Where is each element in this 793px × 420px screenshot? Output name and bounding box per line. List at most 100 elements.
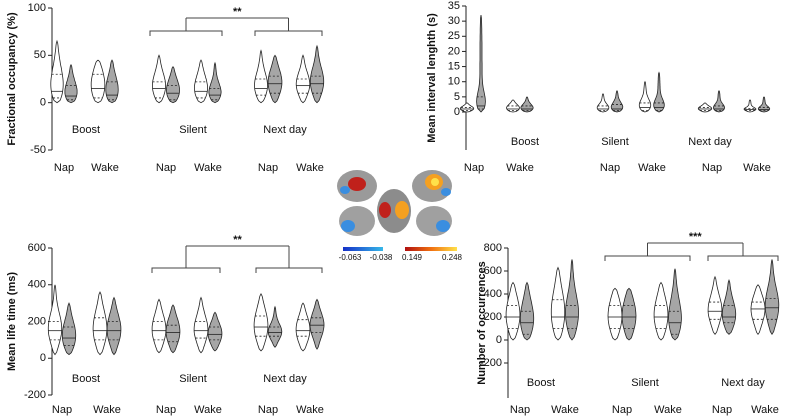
- violin: [610, 90, 624, 113]
- significance-bracket: [149, 18, 223, 36]
- violin: [295, 302, 311, 352]
- brain-render: [337, 170, 452, 236]
- colorbar-negative: [343, 247, 383, 251]
- y-tick-label: 30: [448, 15, 460, 27]
- violin: [459, 102, 475, 113]
- violin: [64, 63, 78, 104]
- significance-bracket: [254, 18, 323, 36]
- x-tick-label: Wake: [743, 162, 771, 174]
- y-tick-label: 800: [484, 242, 502, 254]
- violin: [61, 302, 77, 356]
- violin: [721, 279, 737, 335]
- y-tick-label: 5: [454, 91, 460, 103]
- x-tick-label: Nap: [702, 162, 722, 174]
- y-tick-label: 10: [448, 76, 460, 88]
- group-label: Silent: [601, 136, 629, 148]
- violin: [653, 281, 669, 341]
- x-tick-label: Wake: [506, 162, 534, 174]
- violin: [707, 275, 723, 335]
- x-tick-label: Wake: [751, 404, 779, 416]
- y-tick-label: 200: [484, 311, 502, 323]
- violin: [668, 268, 682, 341]
- violin: [50, 39, 64, 104]
- y-tick-label: 400: [484, 288, 502, 300]
- significance-bracket: [604, 243, 691, 261]
- x-tick-label: Nap: [712, 404, 732, 416]
- x-tick-label: Wake: [654, 404, 682, 416]
- x-tick-label: Nap: [52, 404, 72, 416]
- violin: [697, 102, 713, 113]
- y-tick-label: 15: [448, 60, 460, 72]
- violin: [166, 65, 180, 104]
- x-tick-label: Wake: [296, 162, 324, 174]
- colorbar-label: 0.149: [402, 253, 423, 262]
- x-tick-label: Wake: [638, 162, 666, 174]
- y-tick-label: 600: [484, 265, 502, 277]
- x-tick-label: Wake: [93, 404, 121, 416]
- violin: [309, 44, 325, 104]
- x-tick-label: Wake: [194, 162, 222, 174]
- y-tick-label: -200: [480, 357, 502, 369]
- group-label: Silent: [179, 373, 207, 385]
- violin: [90, 59, 106, 104]
- violin: [565, 259, 579, 341]
- y-tick-label: -200: [24, 389, 46, 401]
- violin: [208, 61, 222, 104]
- group-label: Boost: [72, 373, 100, 385]
- y-tick-label: 0: [40, 352, 46, 364]
- y-tick-label: 400: [28, 279, 46, 291]
- significance-bracket: [255, 246, 323, 273]
- violin: [267, 54, 283, 104]
- group-label: Next day: [263, 373, 307, 385]
- x-tick-label: Nap: [510, 404, 530, 416]
- y-tick-label: 200: [28, 315, 46, 327]
- violin: [151, 298, 167, 354]
- colorbar-positive: [405, 247, 457, 251]
- x-tick-label: Nap: [258, 162, 278, 174]
- x-tick-label: Nap: [258, 404, 278, 416]
- x-tick-label: Wake: [194, 404, 222, 416]
- group-label: Next day: [688, 136, 732, 148]
- violin: [253, 293, 269, 352]
- group-label: Boost: [527, 377, 555, 389]
- violin: [520, 96, 534, 113]
- y-tick-label: 0: [40, 97, 46, 109]
- significance-bracket: [151, 246, 221, 273]
- violin: [106, 296, 122, 356]
- colorbar-label: 0.248: [442, 253, 463, 262]
- group-label: Silent: [631, 377, 659, 389]
- colorbar-label: -0.038: [370, 253, 393, 262]
- y-tick-label: 600: [28, 242, 46, 254]
- y-tick-label: 50: [34, 49, 46, 61]
- x-tick-label: Wake: [91, 162, 119, 174]
- violin: [193, 296, 209, 354]
- violin: [92, 291, 108, 356]
- significance-label: ***: [689, 231, 703, 243]
- group-label: Boost: [72, 124, 100, 136]
- y-axis-label: Number of occurrences: [476, 261, 488, 384]
- group-label: Next day: [263, 124, 307, 136]
- y-tick-label: 0: [454, 106, 460, 118]
- violin: [550, 266, 566, 341]
- y-axis-label: Fractional occupancy (%): [6, 12, 18, 146]
- y-tick-label: 25: [448, 30, 460, 42]
- violin: [712, 90, 726, 113]
- x-tick-label: Nap: [156, 162, 176, 174]
- violin: [47, 284, 63, 356]
- x-tick-label: Wake: [296, 404, 324, 416]
- violin: [476, 15, 486, 113]
- group-label: Silent: [179, 124, 207, 136]
- violin: [653, 71, 665, 113]
- y-tick-label: 0: [496, 334, 502, 346]
- violin: [638, 80, 652, 113]
- y-tick-label: 100: [28, 2, 46, 14]
- x-tick-label: Nap: [612, 404, 632, 416]
- violin: [254, 49, 268, 104]
- x-tick-label: Nap: [54, 162, 74, 174]
- violin: [152, 54, 166, 104]
- y-axis-label: Mean life time (ms): [6, 272, 18, 371]
- violin: [607, 287, 623, 341]
- y-tick-label: 20: [448, 45, 460, 57]
- significance-label: **: [233, 6, 242, 18]
